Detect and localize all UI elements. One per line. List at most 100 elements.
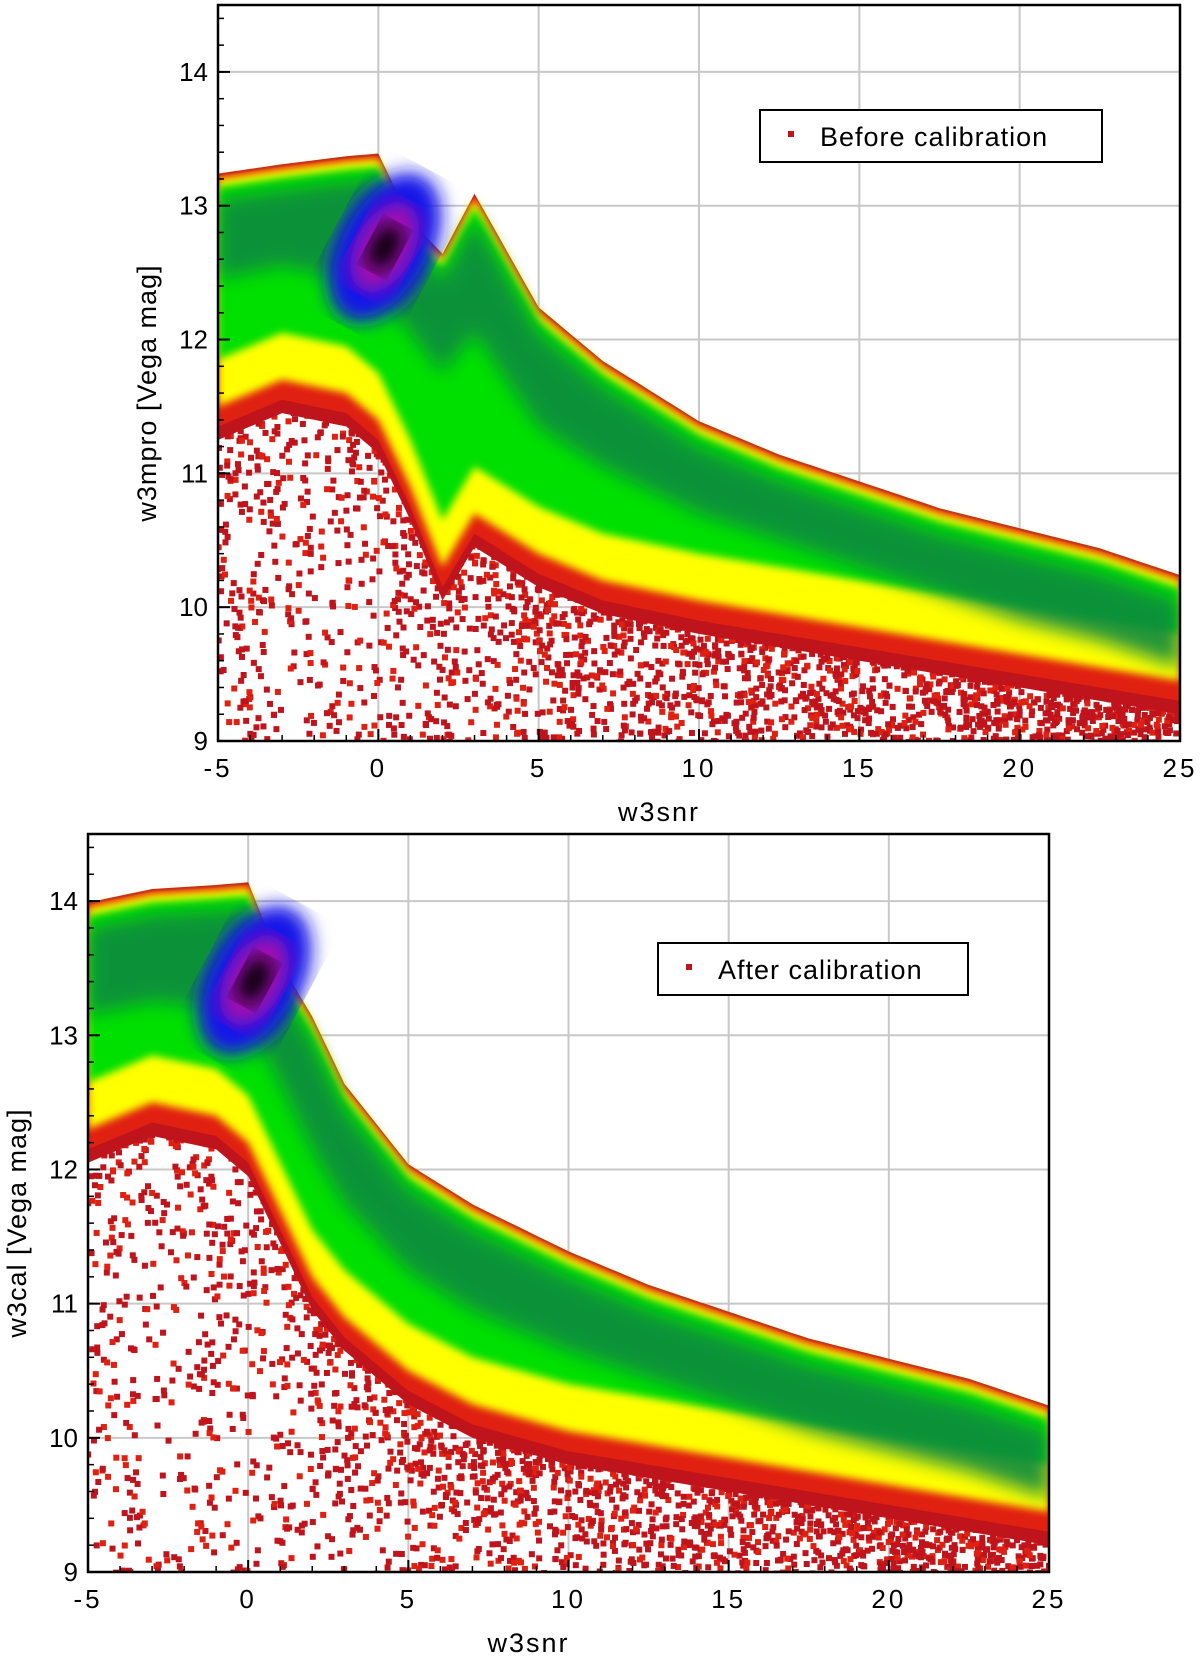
scatter-point [884, 1556, 891, 1563]
scatter-point [728, 654, 735, 661]
scatter-point [283, 1516, 290, 1523]
scatter-point [741, 658, 748, 665]
scatter-point [551, 1498, 558, 1505]
scatter-point [410, 1498, 417, 1505]
scatter-point [308, 712, 315, 719]
scatter-point [622, 621, 629, 628]
scatter-point [206, 1430, 213, 1437]
scatter-point [879, 1544, 886, 1551]
scatter-point [699, 671, 706, 678]
scatter-point [659, 684, 666, 691]
scatter-point [517, 1497, 524, 1504]
scatter-point [910, 714, 917, 721]
scatter-point [153, 1192, 160, 1199]
scatter-point [291, 1275, 298, 1282]
scatter-point [369, 1480, 376, 1487]
scatter-point [352, 1454, 359, 1461]
scatter-point [304, 532, 311, 539]
scatter-point [533, 630, 540, 637]
scatter-point [728, 1531, 735, 1538]
scatter-point [386, 712, 393, 719]
scatter-point [248, 1229, 255, 1236]
scatter-point [274, 520, 281, 527]
scatter-point [866, 687, 873, 694]
scatter-point [203, 1177, 210, 1184]
scatter-point [347, 446, 354, 453]
scatter-point [698, 1518, 705, 1525]
scatter-point [338, 518, 345, 525]
scatter-point [276, 1359, 283, 1366]
scatter-point [596, 686, 603, 693]
scatter-point [400, 652, 407, 659]
scatter-point [346, 1548, 353, 1555]
scatter-point [541, 729, 548, 736]
scatter-point [674, 723, 681, 730]
scatter-point [178, 1569, 185, 1572]
scatter-point [674, 1490, 681, 1497]
scatter-point [678, 1516, 685, 1523]
scatter-point [226, 719, 233, 726]
scatter-point [108, 1152, 115, 1159]
scatter-point [121, 1542, 128, 1549]
scatter-point [813, 717, 820, 724]
scatter-point [701, 1536, 708, 1543]
scatter-point [914, 737, 921, 741]
scatter-point [712, 642, 719, 649]
scatter-point [909, 734, 916, 741]
scatter-point [931, 692, 938, 699]
scatter-point [973, 701, 980, 708]
scatter-point [813, 1528, 820, 1535]
scatter-point [678, 720, 685, 727]
scatter-point [1118, 731, 1125, 738]
scatter-point [685, 702, 692, 709]
scatter-point [250, 590, 257, 597]
scatter-point [1173, 730, 1180, 737]
scatter-point [567, 651, 574, 658]
scatter-point [698, 737, 705, 741]
scatter-point [915, 1553, 922, 1560]
scatter-point [847, 1556, 854, 1563]
scatter-point [675, 1502, 682, 1509]
scatter-point [556, 706, 563, 713]
scatter-point [100, 1356, 107, 1363]
scatter-point [582, 1565, 589, 1572]
scatter-point [617, 738, 624, 741]
scatter-point [304, 498, 311, 505]
scatter-point [747, 728, 754, 735]
scatter-point [360, 524, 367, 531]
scatter-point [362, 1533, 369, 1540]
scatter-point [690, 1498, 697, 1505]
scatter-point [1074, 726, 1081, 733]
scatter-point [377, 714, 384, 721]
scatter-point [273, 515, 280, 522]
scatter-point [1029, 1555, 1036, 1562]
scatter-point [96, 1172, 103, 1179]
scatter-point [510, 575, 517, 582]
scatter-point [553, 620, 560, 627]
scatter-point [428, 1563, 435, 1570]
scatter-point [237, 704, 244, 711]
scatter-point [489, 1459, 496, 1466]
scatter-point [470, 1459, 477, 1466]
scatter-point [1149, 710, 1156, 717]
scatter-point [232, 1166, 239, 1173]
scatter-point [672, 693, 679, 700]
scatter-point [304, 488, 311, 495]
scatter-point [590, 612, 597, 619]
scatter-point [228, 597, 235, 604]
scatter-point [894, 724, 901, 731]
scatter-point [315, 1399, 322, 1406]
scatter-point [563, 1561, 570, 1568]
scatter-point [317, 1417, 324, 1424]
scatter-point [393, 714, 400, 721]
scatter-point [881, 1526, 888, 1533]
scatter-point [302, 477, 309, 484]
scatter-point [1081, 708, 1088, 715]
scatter-point [680, 649, 687, 656]
scatter-point [378, 469, 385, 476]
scatter-point [514, 707, 521, 714]
scatter-point [673, 1521, 680, 1528]
scatter-point [723, 640, 730, 647]
scatter-point [107, 1313, 114, 1320]
